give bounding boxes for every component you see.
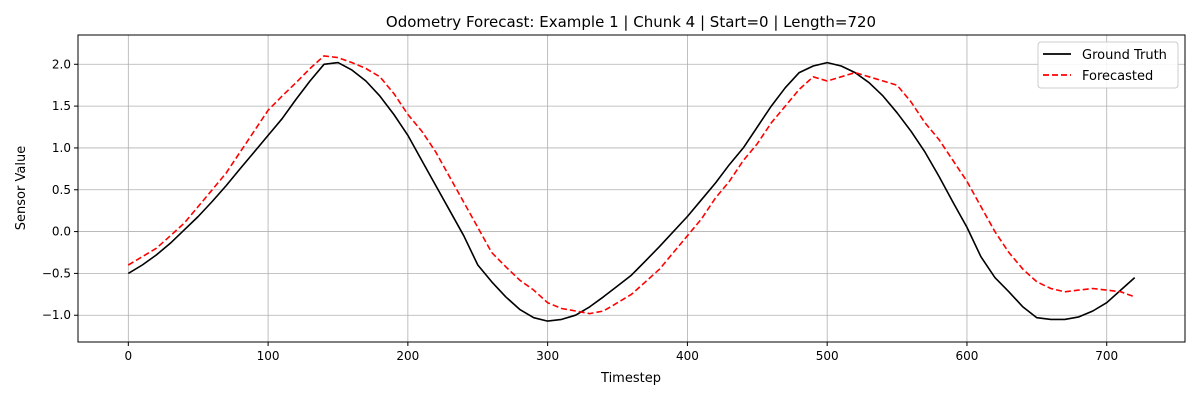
x-tick-label: 200 [396,349,419,363]
legend-label-ground-truth: Ground Truth [1082,48,1167,63]
legend: Ground Truth Forecasted [1037,41,1179,89]
series-line-ground-truth [127,61,1136,322]
y-tick-label: 2.0 [52,57,71,71]
y-tick-label: −1.0 [42,308,71,322]
series-line-forecasted [127,55,1135,315]
x-tick-label: 600 [956,349,979,363]
chart-title: Odometry Forecast: Example 1 | Chunk 4 |… [386,13,876,31]
plot-frame [77,34,1186,343]
x-tick-label: 0 [124,349,132,363]
legend-label-forecasted: Forecasted [1082,69,1153,84]
grid-layer [78,35,1185,342]
y-tick-label: 1.5 [52,99,71,113]
y-tick-label: −0.5 [42,266,71,280]
x-tick-label: 700 [1095,349,1118,363]
tick-layer: 0 100 200 300 400 500 600 700 −1.0 −0.5 0.0 0.5 1.0 1… [42,57,1118,363]
x-tick-label: 400 [676,349,699,363]
x-axis-label: Timestep [600,371,661,386]
x-tick-label: 300 [536,349,559,363]
legend-box [1037,41,1179,89]
y-tick-label: 0.0 [52,225,71,239]
y-axis-label: Sensor Value [14,146,29,230]
plot-layer [127,55,1136,322]
y-tick-label: 0.5 [52,183,71,197]
x-tick-label: 100 [257,349,280,363]
x-tick-label: 500 [816,349,839,363]
y-tick-label: 1.0 [52,141,71,155]
